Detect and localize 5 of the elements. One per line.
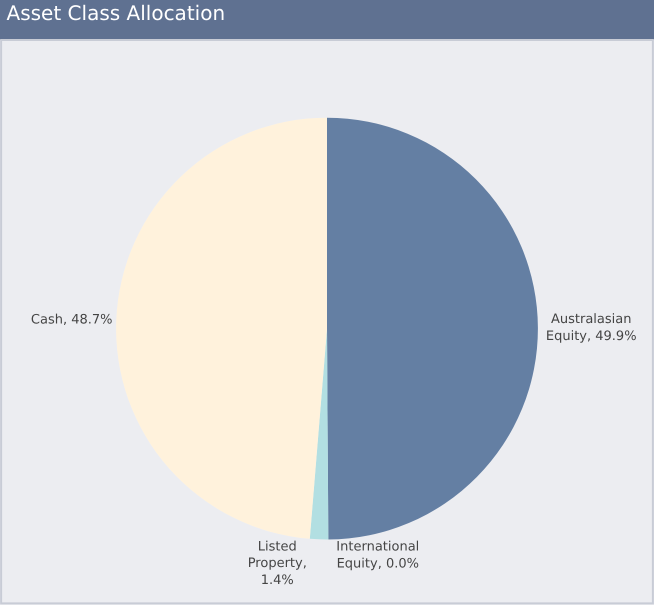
category-label: International Equity, 0.0% — [336, 539, 420, 572]
slice-label: Listed Property, 1.4% — [248, 539, 307, 588]
slice-label: Cash, 48.7% — [30, 312, 113, 328]
chart-title: Asset Class Allocation — [6, 1, 226, 26]
slice-label: Australasian Equity, 49.9% — [546, 312, 637, 344]
